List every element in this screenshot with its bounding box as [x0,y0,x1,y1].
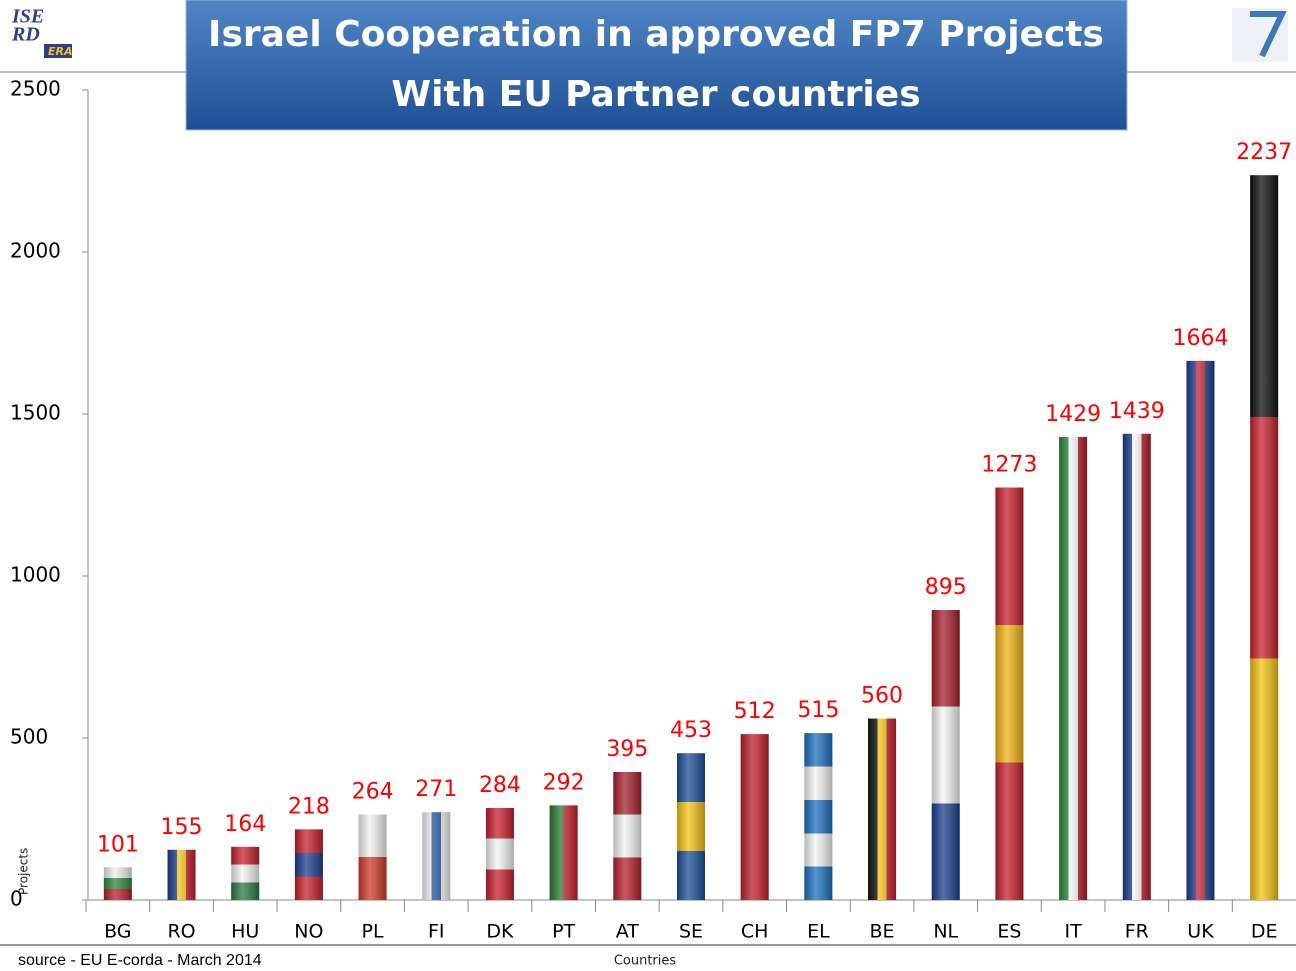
x-tick-label: DE [1251,921,1278,943]
y-tick-label: 2500 [10,77,61,101]
value-label: 1664 [1172,326,1228,351]
value-label: 155 [161,815,203,840]
x-tick-label: SE [679,921,703,943]
value-label: 515 [797,698,839,723]
bar [168,850,196,900]
bar [804,733,832,900]
x-tick-label: BE [870,921,895,943]
bar [1186,361,1214,900]
x-tick-label: IT [1064,921,1082,943]
x-tick-label: ES [997,921,1021,943]
bar [422,812,450,900]
bar [932,610,960,900]
bar [231,847,259,900]
y-tick-label: 2000 [10,239,61,263]
value-label: 284 [479,773,521,798]
x-tick-label: HU [231,921,259,943]
value-label: 395 [606,737,648,762]
value-label: 895 [925,575,967,600]
value-label: 512 [734,699,776,724]
y-tick-label: 1500 [10,401,61,425]
x-tick-label: NL [933,921,958,943]
x-tick-label: UK [1187,921,1214,943]
value-label: 164 [224,812,266,837]
bar [486,808,514,900]
x-tick-label: NO [294,921,323,943]
chart: Israel Cooperation in approved FP7 Proje… [0,0,1296,971]
value-label: 1273 [981,453,1037,478]
value-label: 1439 [1109,399,1165,424]
bar [995,488,1023,900]
value-label: 264 [352,779,394,804]
value-label: 101 [97,832,139,857]
x-tick-label: FR [1125,921,1149,943]
value-label: 271 [415,777,457,802]
title: Israel Cooperation in approved FP7 Proje… [208,14,1104,55]
source-note: source - EU E-corda - March 2014 [18,952,262,969]
title: With EU Partner countries [391,74,920,115]
y-tick-label: 500 [10,725,48,749]
logo-text: RD [11,24,40,46]
value-label: 292 [543,770,585,795]
x-tick-label: PL [362,921,384,943]
bar [677,753,705,900]
value-label: 560 [861,684,903,709]
bar [741,734,769,900]
logo-text: ERA [48,45,73,58]
x-tick-label: RO [167,921,195,943]
x-tick-label: FI [428,921,445,943]
value-label: 1429 [1045,402,1101,427]
x-tick-label: CH [741,921,769,943]
bar [104,867,132,900]
bar [613,772,641,900]
y-tick-label: 1000 [10,563,61,587]
bar [295,829,323,900]
x-tick-label: DK [486,921,514,943]
bar [359,814,387,900]
x-tick-label: EL [807,921,830,943]
value-label: 2237 [1236,140,1292,165]
value-label: 453 [670,718,712,743]
bar [550,805,578,900]
y-tick-label: 0 [10,887,23,911]
x-axis-label: Countries [614,954,677,969]
x-tick-label: BG [104,921,131,943]
x-tick-label: PT [552,921,575,943]
bar [868,719,896,900]
bar [1123,434,1151,900]
value-label: 218 [288,794,330,819]
x-tick-label: AT [616,921,640,943]
bar [1059,437,1087,900]
bar [1250,175,1278,900]
